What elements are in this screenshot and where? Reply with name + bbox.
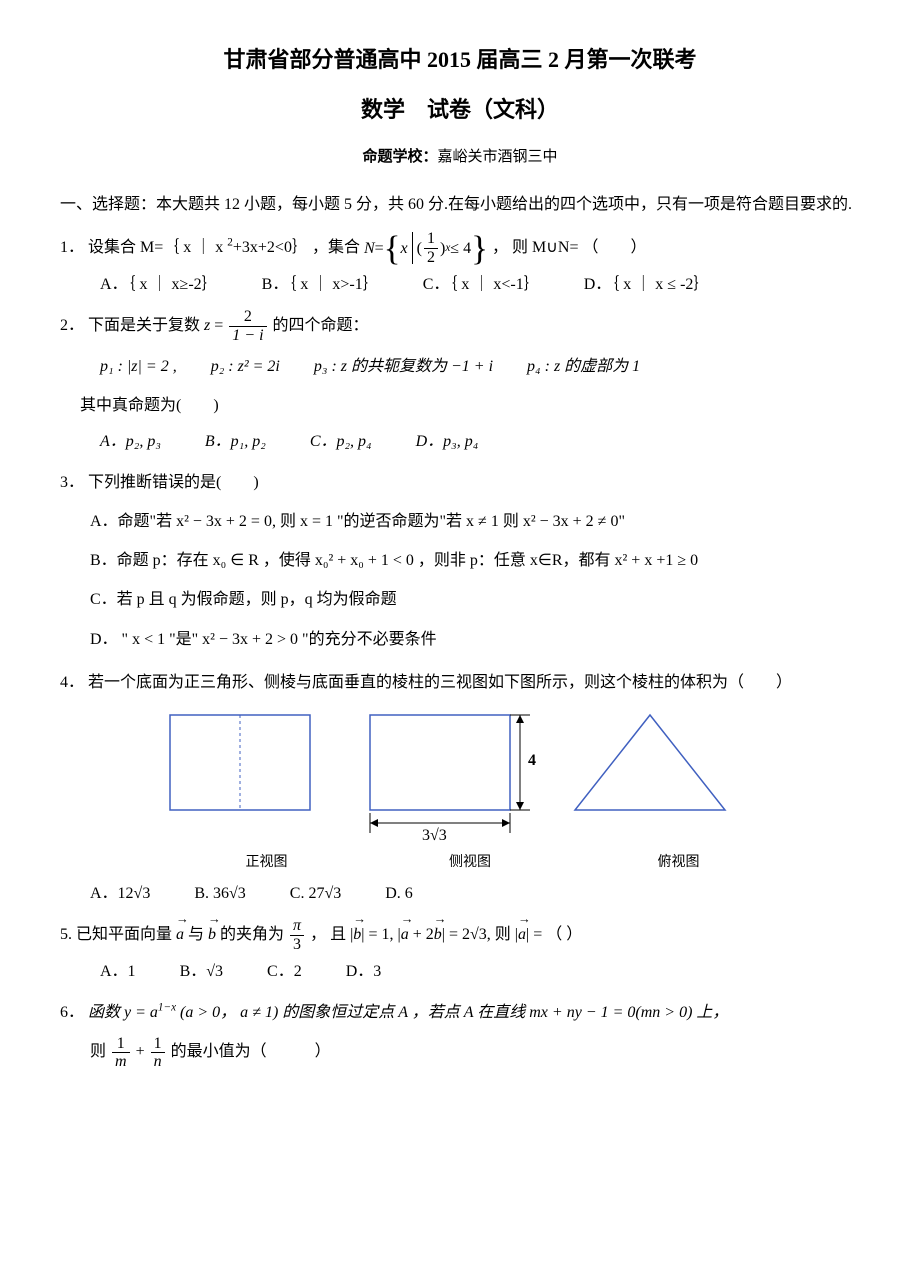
q2-p1: p₁ : |z| = 2 , [100, 358, 177, 375]
q2-p2: p₂ : z² = 2i [211, 358, 280, 375]
q3-num: 3． [60, 474, 84, 491]
q6-line2-a: 则 [90, 1043, 110, 1060]
q5-pi: π [290, 917, 304, 936]
q1-opt-b: B．｛ x ｜ x>-1｝ [262, 271, 379, 300]
q2-text-a: 下面是关于复数 [88, 317, 204, 334]
q5-vec-a: a [176, 917, 184, 952]
q1-N: N [364, 231, 375, 266]
q6-one-1: 1 [112, 1035, 130, 1054]
q1-opt-d: D．｛ x ｜ x ≤ -2｝ [584, 271, 710, 300]
q2-p3: p₃ : z 的共轭复数为 −1 + i [314, 358, 493, 375]
q5-num: 5. [60, 926, 72, 943]
q2-num: 2． [60, 317, 84, 334]
q3-C: C．若 p 且 q 为假命题，则 p，q 均为假命题 [90, 582, 860, 617]
q2-opt-c: C．p₂, p₄ [310, 428, 372, 457]
svg-text:3√3: 3√3 [422, 827, 447, 844]
q1-text-a: 设集合 M=｛ x ｜ x [88, 239, 227, 256]
q5-text-c: ， 且 [310, 926, 346, 943]
q6-text-a: 函数 y = a [88, 1004, 158, 1021]
q6-n: n [151, 1053, 165, 1071]
q5-opt-b: B．√3 [180, 958, 223, 987]
q1-half-num: 1 [424, 230, 438, 249]
section-1-intro: 一、选择题：本大题共 12 小题，每小题 5 分，共 60 分.在每小题给出的四… [60, 191, 860, 220]
q1-num: 1． [60, 239, 84, 256]
q6-m: m [112, 1053, 130, 1071]
q1-opt-a: A．｛ x ｜ x≥-2｝ [100, 271, 218, 300]
q2-p4: p₄ : z 的虚部为 1 [527, 358, 640, 375]
q4-label-front: 正视图 [197, 850, 337, 875]
q4-opt-c: C. 27√3 [290, 880, 341, 909]
q5-then: 则 [495, 926, 511, 943]
exam-title: 甘肃省部分普通高中 2015 届高三 2 月第一次联考 [60, 40, 860, 80]
q1-opt-c: C．｛ x ｜ x<-1｝ [423, 271, 540, 300]
q5-vec-b2: b [353, 917, 361, 952]
q5-and: 与 [188, 926, 204, 943]
q1-text-b: +3x+2<0｝ ，集合 [233, 239, 364, 256]
q4-num: 4． [60, 674, 84, 691]
q6-line2-b: 的最小值为（ ） [171, 1043, 331, 1060]
q2-text-b: 的四个命题： [273, 317, 369, 334]
q6-num: 6． [60, 1004, 84, 1021]
q1-x: x [401, 231, 408, 266]
school-name: 嘉峪关市酒钢三中 [438, 149, 558, 165]
q3-text: 下列推断错误的是( ) [88, 474, 259, 491]
q6-text-b: (a > 0， a ≠ 1) 的图象恒过定点 A ，若点 A 在直线 mx + … [180, 1004, 728, 1021]
question-5: 5. 已知平面向量 a 与 b 的夹角为 π3 ， 且 |b| = 1, |a … [60, 917, 860, 987]
q4-opt-b: B. 36√3 [194, 880, 245, 909]
question-1: 1． 设集合 M=｛ x ｜ x 2+3x+2<0｝ ，集合 N = { x (… [60, 230, 860, 300]
q5-three: 3 [290, 936, 304, 954]
q2-opt-a: A．p₂, p₃ [100, 428, 161, 457]
q4-figures: 4 3√3 [60, 705, 860, 845]
q6-exp: 1−x [158, 1002, 176, 1014]
q5-vec-b: b [208, 917, 216, 952]
school-line: 命题学校：嘉峪关市酒钢三中 [60, 144, 860, 171]
q5-text-d: = （ ） [533, 926, 582, 943]
q1-le4: ≤ 4 [450, 231, 471, 266]
q1-half-den: 2 [424, 249, 438, 267]
q5-opt-d: D．3 [346, 958, 382, 987]
q4-text: 若一个底面为正三角形、侧棱与底面垂直的棱柱的三视图如下图所示，则这个棱柱的体积为… [88, 674, 792, 691]
q2-opt-b: B．p₁, p₂ [205, 428, 266, 457]
q5-vec-a3: a [518, 917, 526, 952]
q4-label-top: 俯视图 [604, 850, 754, 875]
q5-text-a: 已知平面向量 [76, 926, 176, 943]
q2-z: z [204, 317, 210, 334]
q2-frac-d: 1 − i [229, 327, 266, 345]
q5-vec-a2: a [401, 917, 409, 952]
q3-D: D． " x < 1 "是" x² − 3x + 2 > 0 "的充分不必要条件 [90, 622, 860, 657]
school-label: 命题学校： [362, 149, 437, 165]
exam-subtitle: 数学 试卷（文科） [60, 90, 860, 130]
q4-opt-a: A．12√3 [90, 880, 150, 909]
q4-label-side: 侧视图 [400, 850, 540, 875]
q6-one-2: 1 [151, 1035, 165, 1054]
q3-B: B．命题 p：存在 x₀ ∈ R ，使得 x₀² + x₀ + 1 < 0 ，则… [90, 543, 860, 578]
q3-A: A．命题"若 x² − 3x + 2 = 0, 则 x = 1 "的逆否命题为"… [90, 504, 860, 539]
three-views-svg: 4 3√3 [140, 705, 780, 845]
question-4: 4． 若一个底面为正三角形、侧棱与底面垂直的棱柱的三视图如下图所示，则这个棱柱的… [60, 665, 860, 909]
question-3: 3． 下列推断错误的是( ) A．命题"若 x² − 3x + 2 = 0, 则… [60, 465, 860, 657]
q5-opt-c: C．2 [267, 958, 302, 987]
svg-text:4: 4 [528, 752, 536, 769]
q2-line3: 其中真命题为( ) [80, 388, 860, 423]
q2-frac-n: 2 [229, 308, 266, 327]
q2-opt-d: D．p₃, p₄ [416, 428, 479, 457]
q5-opt-a: A．1 [100, 958, 136, 987]
question-2: 2． 下面是关于复数 z = 21 − i 的四个命题： p₁ : |z| = … [60, 308, 860, 457]
q6-plus: + [136, 1043, 145, 1060]
q5-vec-b3: b [434, 917, 442, 952]
question-6: 6． 函数 y = a1−x (a > 0， a ≠ 1) 的图象恒过定点 A … [60, 995, 860, 1071]
q1-text-c: ， 则 M∪N= （ ） [492, 239, 647, 256]
q5-text-b: 的夹角为 [220, 926, 288, 943]
